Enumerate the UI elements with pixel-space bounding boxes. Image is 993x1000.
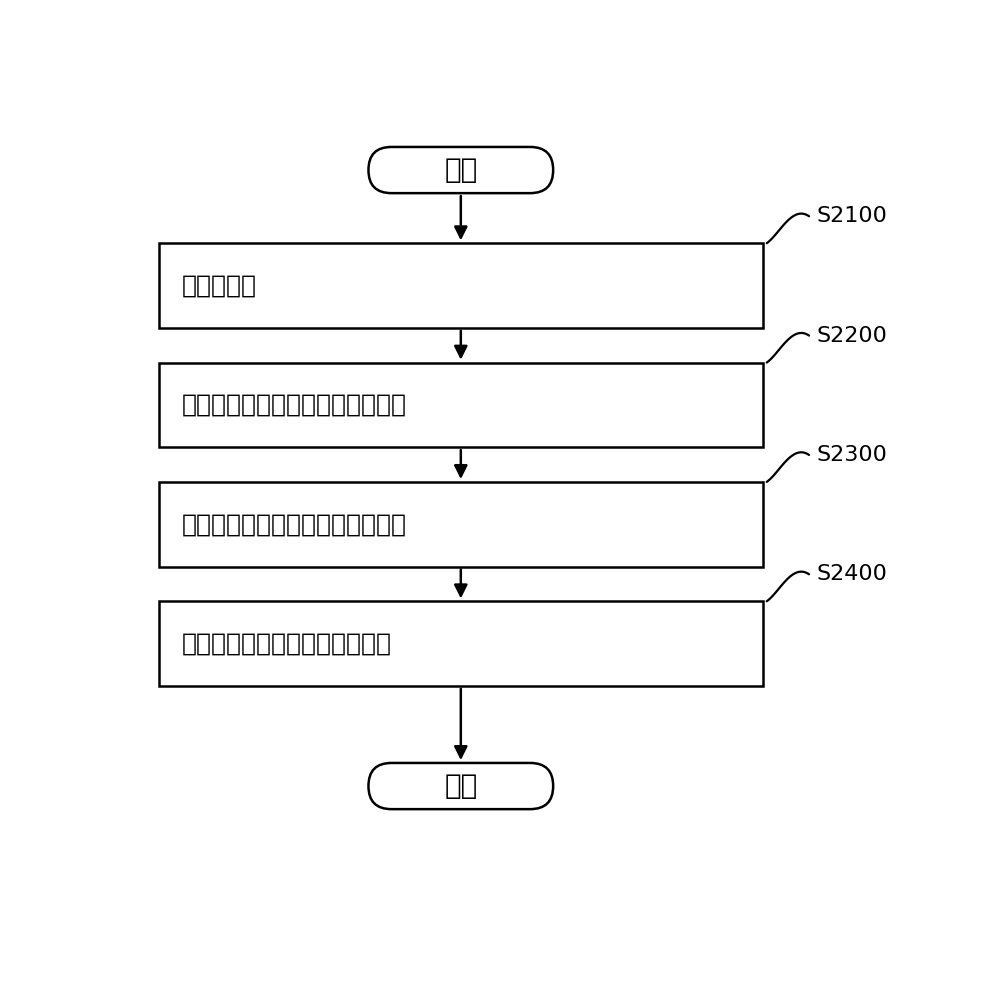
- Text: S2100: S2100: [817, 206, 888, 226]
- FancyBboxPatch shape: [159, 363, 763, 447]
- FancyBboxPatch shape: [159, 482, 763, 567]
- FancyBboxPatch shape: [159, 243, 763, 328]
- Text: S2300: S2300: [817, 445, 888, 465]
- Text: 结束: 结束: [444, 772, 478, 800]
- Text: S2200: S2200: [817, 326, 888, 346]
- Text: S2400: S2400: [817, 564, 888, 584]
- Text: 开始: 开始: [444, 156, 478, 184]
- Text: 根据关键词，对网页文件进行扫描: 根据关键词，对网页文件进行扫描: [182, 393, 407, 417]
- Text: 提供关键词: 提供关键词: [182, 274, 257, 298]
- FancyBboxPatch shape: [368, 763, 553, 809]
- Text: 利用替换内容对所述对象进行修改: 利用替换内容对所述对象进行修改: [182, 512, 407, 536]
- FancyBboxPatch shape: [159, 601, 763, 686]
- Text: 使用经修改的网页文件用于显示: 使用经修改的网页文件用于显示: [182, 632, 392, 656]
- FancyBboxPatch shape: [368, 147, 553, 193]
